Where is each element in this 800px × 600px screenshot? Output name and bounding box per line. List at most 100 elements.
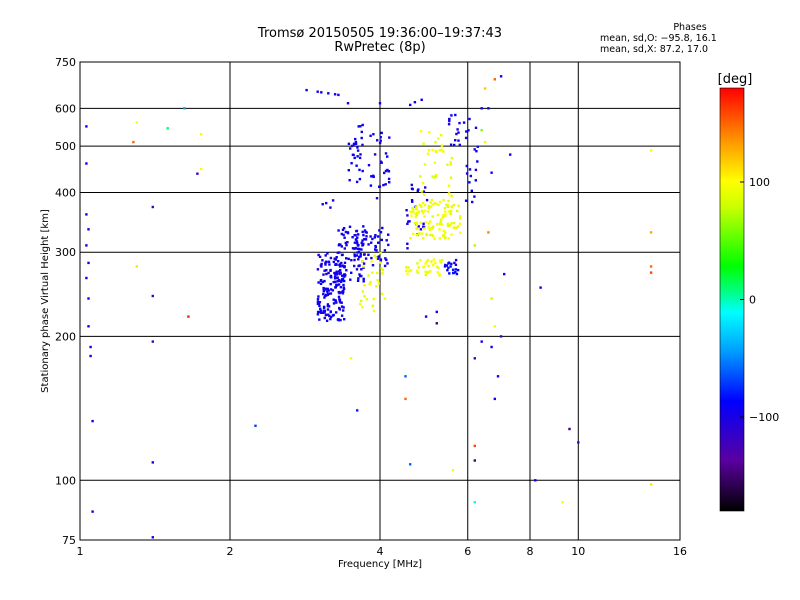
- data-point: [426, 259, 430, 262]
- data-point: [434, 174, 438, 177]
- data-point: [568, 427, 571, 431]
- data-point: [379, 251, 382, 255]
- data-point: [327, 313, 330, 316]
- data-point: [447, 184, 451, 187]
- data-point: [649, 265, 653, 268]
- colorbar-tick-label: 100: [749, 176, 770, 189]
- data-point: [405, 266, 408, 269]
- data-point: [317, 302, 321, 306]
- data-point: [380, 238, 383, 242]
- data-point: [89, 345, 92, 349]
- data-point: [335, 273, 338, 276]
- data-point: [331, 199, 335, 202]
- data-point: [452, 203, 456, 207]
- data-point: [458, 217, 462, 220]
- y-tick-label: 100: [55, 474, 76, 487]
- data-point: [358, 156, 362, 160]
- data-point: [339, 286, 343, 289]
- data-point: [357, 264, 360, 268]
- data-point: [415, 234, 419, 237]
- data-point: [449, 176, 453, 179]
- data-point: [406, 247, 409, 250]
- data-point: [342, 306, 345, 309]
- data-point: [329, 268, 332, 272]
- data-point: [438, 149, 441, 152]
- data-point: [376, 279, 379, 282]
- data-point: [317, 281, 320, 284]
- data-point: [438, 228, 441, 231]
- data-point: [404, 397, 407, 401]
- data-point: [422, 142, 425, 145]
- data-point: [320, 265, 323, 268]
- data-point: [476, 145, 479, 148]
- x-tick-label: 6: [464, 545, 471, 558]
- data-point: [412, 208, 415, 211]
- data-point: [351, 236, 354, 239]
- phase-stats: Phases mean, sd,O: −95.8, 16.1 mean, sd,…: [600, 22, 770, 55]
- data-point: [331, 289, 334, 292]
- data-point: [441, 216, 444, 219]
- data-point: [427, 210, 430, 213]
- data-point: [350, 271, 353, 274]
- data-point: [376, 257, 380, 260]
- data-point: [319, 282, 323, 285]
- data-point: [384, 257, 387, 260]
- data-point: [439, 134, 443, 137]
- data-point: [405, 269, 408, 272]
- data-point: [649, 483, 653, 486]
- data-point: [332, 302, 336, 305]
- data-point: [328, 263, 331, 266]
- data-point: [316, 313, 320, 316]
- data-point: [427, 226, 431, 229]
- data-point: [356, 251, 359, 254]
- data-point: [438, 237, 441, 240]
- data-point: [85, 162, 88, 165]
- data-point: [362, 242, 365, 246]
- data-point: [325, 201, 328, 205]
- data-point: [430, 233, 434, 237]
- data-point: [483, 87, 487, 90]
- data-point: [376, 256, 379, 259]
- data-point: [318, 318, 321, 321]
- data-point: [337, 295, 341, 299]
- data-point: [409, 269, 413, 272]
- data-point: [343, 247, 346, 250]
- data-point: [383, 249, 387, 252]
- data-point: [424, 270, 427, 274]
- colorbar: [deg] −100 0 100: [718, 72, 779, 512]
- data-point: [329, 282, 332, 286]
- data-point: [387, 170, 391, 173]
- data-point: [457, 139, 460, 142]
- data-point: [415, 221, 418, 224]
- data-point: [356, 236, 359, 239]
- y-axis-label: Stationary phase Virtual Height [km]: [40, 209, 51, 393]
- data-point: [386, 168, 389, 172]
- data-point: [428, 131, 431, 134]
- data-point: [337, 229, 340, 232]
- data-point: [473, 148, 476, 151]
- data-point: [359, 302, 362, 306]
- data-point: [337, 290, 340, 294]
- data-point: [415, 269, 419, 272]
- data-point: [135, 265, 138, 268]
- data-point: [345, 257, 348, 260]
- data-point: [385, 239, 388, 242]
- data-point: [338, 265, 342, 268]
- data-point: [423, 227, 426, 230]
- data-point: [367, 243, 370, 246]
- data-point: [447, 266, 450, 270]
- data-point: [334, 272, 337, 276]
- data-point: [334, 300, 337, 303]
- data-point: [428, 205, 431, 208]
- data-point: [371, 271, 374, 274]
- data-point: [359, 255, 362, 258]
- data-point: [369, 184, 373, 187]
- data-point: [166, 127, 169, 130]
- data-point: [416, 262, 419, 265]
- data-point: [183, 107, 186, 110]
- data-point: [354, 137, 357, 141]
- data-point: [358, 168, 361, 172]
- data-point: [441, 214, 445, 217]
- data-point: [353, 258, 356, 262]
- data-point: [421, 201, 425, 205]
